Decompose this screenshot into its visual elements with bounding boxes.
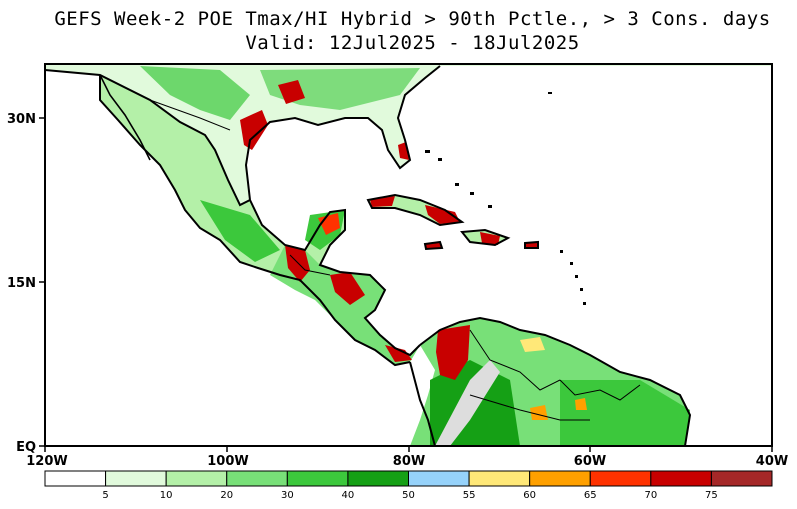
colorbar-label: 30 xyxy=(281,490,294,501)
colorbar-label: 5 xyxy=(102,490,108,501)
coastlines xyxy=(45,65,692,446)
colorbar-swatch xyxy=(44,470,107,487)
colorbar-swatch xyxy=(105,470,167,487)
hotspot-colombia xyxy=(436,325,470,380)
land-mexico xyxy=(100,75,345,280)
colorbar-label: 65 xyxy=(584,490,597,501)
hotspot-venezuela xyxy=(520,337,545,352)
colorbar-swatch xyxy=(408,470,470,487)
green-patch-sa-east xyxy=(560,380,690,446)
colorbar-swatch xyxy=(165,470,228,487)
colorbar-swatch xyxy=(347,470,409,487)
colorbar-swatch xyxy=(286,470,349,487)
y-tick-eq: EQ xyxy=(16,440,36,455)
axis-ticks xyxy=(39,117,773,452)
x-tick-40w: 40W xyxy=(756,454,788,469)
colorbar-label: 50 xyxy=(402,490,415,501)
x-tick-80w: 80W xyxy=(393,454,425,469)
hotspot-cuba-east xyxy=(425,205,460,224)
hotspot-honduras xyxy=(330,272,365,305)
map-title-line-1: GEFS Week-2 POE Tmax/HI Hybrid > 90th Pc… xyxy=(54,8,771,30)
map-plot-area xyxy=(45,64,772,446)
hotspot-hispaniola xyxy=(480,232,500,245)
colorbar-label: 75 xyxy=(705,490,718,501)
colorbar-swatch xyxy=(226,470,288,487)
y-tick-15n: 15N xyxy=(7,276,36,291)
colorbar-swatch xyxy=(589,470,652,487)
hotspot-guyana xyxy=(575,398,587,410)
colorbar-label: 10 xyxy=(160,490,173,501)
x-tick-120w: 120W xyxy=(26,454,67,469)
colorbar-label: 20 xyxy=(220,490,233,501)
hotspot-guatemala xyxy=(285,245,310,282)
y-tick-30n: 30N xyxy=(7,112,36,127)
hotspot-louisiana xyxy=(278,80,305,104)
small-islands xyxy=(425,92,586,305)
hotspot-panama xyxy=(385,345,412,362)
colorbar-swatch xyxy=(710,470,773,487)
colorbar-label: 70 xyxy=(644,490,657,501)
hotspot-cuba xyxy=(370,196,395,207)
colorbar-swatch xyxy=(529,470,591,487)
colorbar-swatch xyxy=(468,470,531,487)
andes-light-strip xyxy=(435,360,500,446)
colorbar-label: 55 xyxy=(463,490,476,501)
x-tick-60w: 60W xyxy=(574,454,606,469)
land-central-america xyxy=(270,245,420,365)
colorbar-label: 40 xyxy=(342,490,355,501)
x-tick-100w: 100W xyxy=(207,454,248,469)
green-patch-mexico xyxy=(200,200,280,262)
map-title-line-2: Valid: 12Jul2025 - 18Jul2025 xyxy=(245,32,580,54)
colorbar-swatch xyxy=(650,470,712,487)
hotspot-texas-coast xyxy=(240,110,268,150)
colorbar-label: 60 xyxy=(523,490,536,501)
hotspot-yucatan xyxy=(318,213,340,235)
country-borders xyxy=(99,74,641,421)
colorbar: 5 10 20 30 40 50 55 60 65 70 75 xyxy=(44,470,773,501)
green-patch-texas xyxy=(140,66,250,120)
